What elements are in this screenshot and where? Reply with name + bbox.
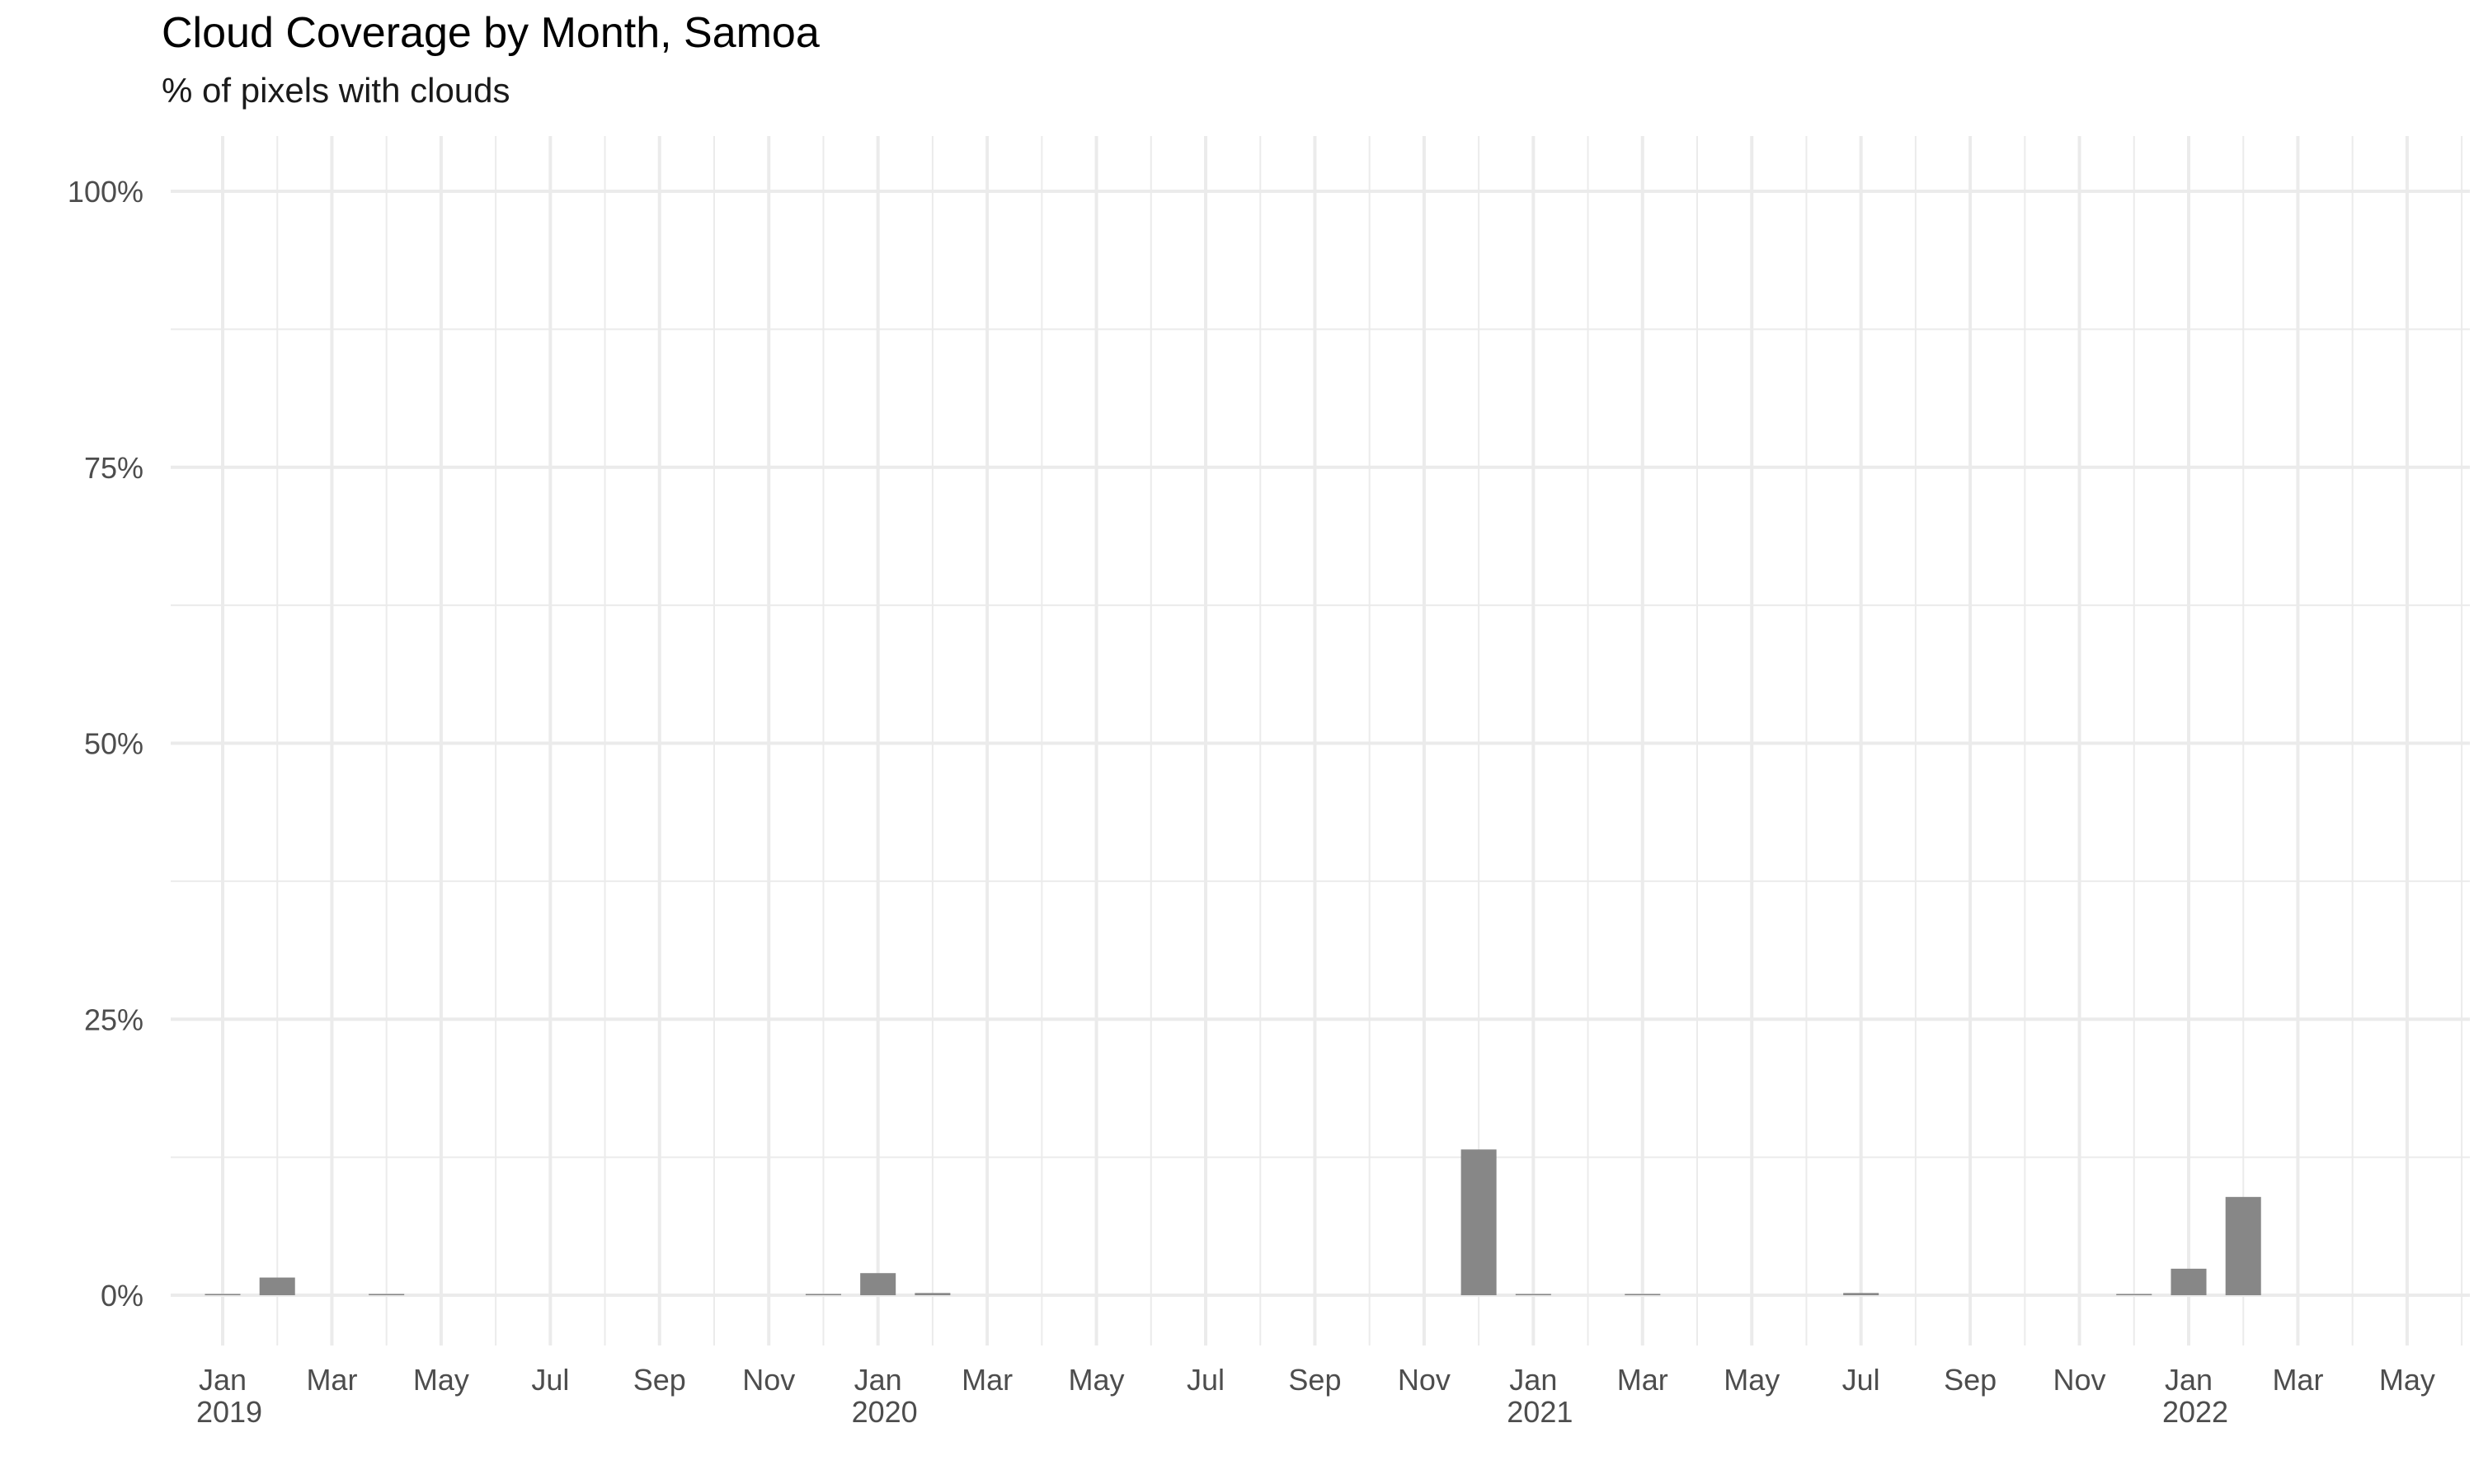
- bar-2019-12: [805, 1294, 841, 1295]
- chart-title: Cloud Coverage by Month, Samoa: [162, 9, 820, 57]
- bar-2020-12: [1460, 1149, 1497, 1295]
- x-tick-label: Sep: [1944, 1363, 1997, 1397]
- x-tick-label: Mar: [962, 1363, 1013, 1397]
- y-tick-label: 50%: [84, 727, 143, 761]
- bar-2021-07: [1843, 1293, 1879, 1295]
- x-tick-year-label: 2022: [2162, 1395, 2228, 1429]
- bar-2021-12: [2116, 1294, 2152, 1295]
- x-tick-label: May: [1724, 1363, 1780, 1397]
- bar-layer: [205, 1149, 2261, 1295]
- bar-2021-01: [1515, 1294, 1551, 1295]
- x-tick-label: May: [1069, 1363, 1125, 1397]
- x-tick-label: Mar: [306, 1363, 357, 1397]
- x-tick-label: Jul: [1842, 1363, 1880, 1397]
- y-tick-label: 0%: [101, 1279, 143, 1313]
- x-tick-label: Jul: [1187, 1363, 1225, 1397]
- x-tick-label: Jan: [854, 1363, 902, 1397]
- x-tick-label: Mar: [2272, 1363, 2323, 1397]
- x-tick-label: Jan: [1509, 1363, 1557, 1397]
- x-tick-label: Nov: [1398, 1363, 1451, 1397]
- bar-2022-02: [2225, 1196, 2261, 1295]
- x-tick-year-label: 2019: [196, 1395, 262, 1429]
- bar-2019-01: [205, 1294, 241, 1295]
- x-tick-year-label: 2020: [852, 1395, 918, 1429]
- x-tick-label: Jan: [2165, 1363, 2213, 1397]
- x-tick-label: May: [2379, 1363, 2435, 1397]
- x-tick-label: Nov: [2053, 1363, 2106, 1397]
- bar-2019-04: [369, 1294, 405, 1295]
- y-tick-label: 100%: [68, 175, 143, 209]
- x-tick-year-label: 2021: [1507, 1395, 1573, 1429]
- y-tick-label: 75%: [84, 451, 143, 485]
- x-tick-label: Jul: [531, 1363, 569, 1397]
- x-tick-label: Nov: [742, 1363, 795, 1397]
- chart-subtitle: % of pixels with clouds: [162, 71, 510, 110]
- x-tick-label: Sep: [633, 1363, 686, 1397]
- bar-2019-02: [259, 1277, 295, 1295]
- bar-2021-03: [1625, 1294, 1661, 1295]
- y-axis-labels: 0% 25% 50% 75% 100%: [68, 175, 143, 1313]
- bar-2020-01: [860, 1273, 896, 1295]
- y-tick-label: 25%: [84, 1003, 143, 1036]
- x-tick-label: May: [413, 1363, 469, 1397]
- grid-layer: [171, 136, 2470, 1345]
- bar-2022-01: [2171, 1268, 2207, 1295]
- x-tick-label: Sep: [1288, 1363, 1341, 1397]
- x-tick-label: Mar: [1617, 1363, 1668, 1397]
- x-tick-label: Jan: [199, 1363, 247, 1397]
- bar-2020-02: [915, 1293, 951, 1295]
